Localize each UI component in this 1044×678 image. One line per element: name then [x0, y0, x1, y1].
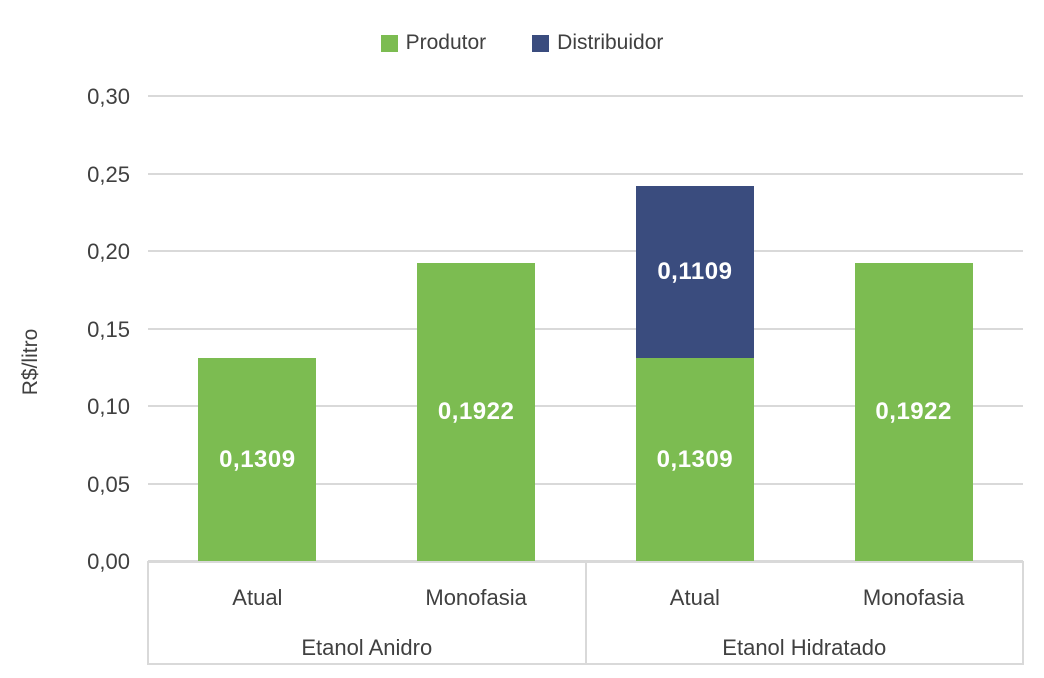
- bar-value-label: 0,1922: [437, 398, 515, 426]
- gridline: [148, 405, 1023, 407]
- bar-segment-produtor: 0,1309: [198, 358, 317, 561]
- gridline: [148, 482, 1023, 485]
- legend-label: Produtor: [405, 31, 487, 54]
- bar-segment-produtor: 0,1922: [854, 263, 973, 561]
- bar-segment-distribuidor: 0,1109: [635, 186, 754, 359]
- legend-item-produtor: Produtor: [380, 31, 487, 55]
- bar-value-label: 0,1922: [875, 398, 952, 426]
- y-tick-label: 0,10: [87, 394, 130, 419]
- gridline: [148, 250, 1023, 252]
- y-tick-label: 0,20: [87, 239, 130, 264]
- bar-segment-produtor: 0,1922: [417, 263, 536, 561]
- x-tier-label: Monofasia: [862, 585, 965, 610]
- bar-value-label: 0,1309: [219, 445, 296, 473]
- legend: Produtor Distribuidor: [0, 31, 1044, 55]
- legend-item-distribuidor: Distribuidor: [532, 31, 663, 55]
- group-divider: [584, 561, 587, 665]
- legend-swatch-distribuidor-icon: [532, 34, 550, 52]
- x-tier-label: Atual: [669, 585, 720, 610]
- legend-label: Distribuidor: [557, 31, 664, 54]
- x-tier-label: Monofasia: [425, 585, 527, 610]
- y-tick-label: 0,25: [87, 161, 130, 187]
- y-tick-label: 0,15: [87, 316, 130, 342]
- x-tier-label: Atual: [232, 585, 283, 610]
- bar-value-label: 0,1109: [657, 258, 733, 286]
- y-tick-label: 0,00: [87, 549, 130, 574]
- gridline: [148, 172, 1023, 175]
- gridline: [148, 327, 1023, 330]
- y-tick-label: 0,05: [87, 471, 130, 497]
- bar-segment-produtor: 0,1309: [635, 358, 754, 561]
- legend-swatch-produtor-icon: [380, 34, 398, 52]
- gridline: [148, 95, 1023, 97]
- x-group-label: Etanol Anidro: [301, 635, 433, 660]
- x-group-label: Etanol Hidratado: [722, 635, 887, 660]
- y-tick-label: 0,30: [87, 84, 130, 109]
- bar-value-label: 0,1309: [656, 445, 734, 473]
